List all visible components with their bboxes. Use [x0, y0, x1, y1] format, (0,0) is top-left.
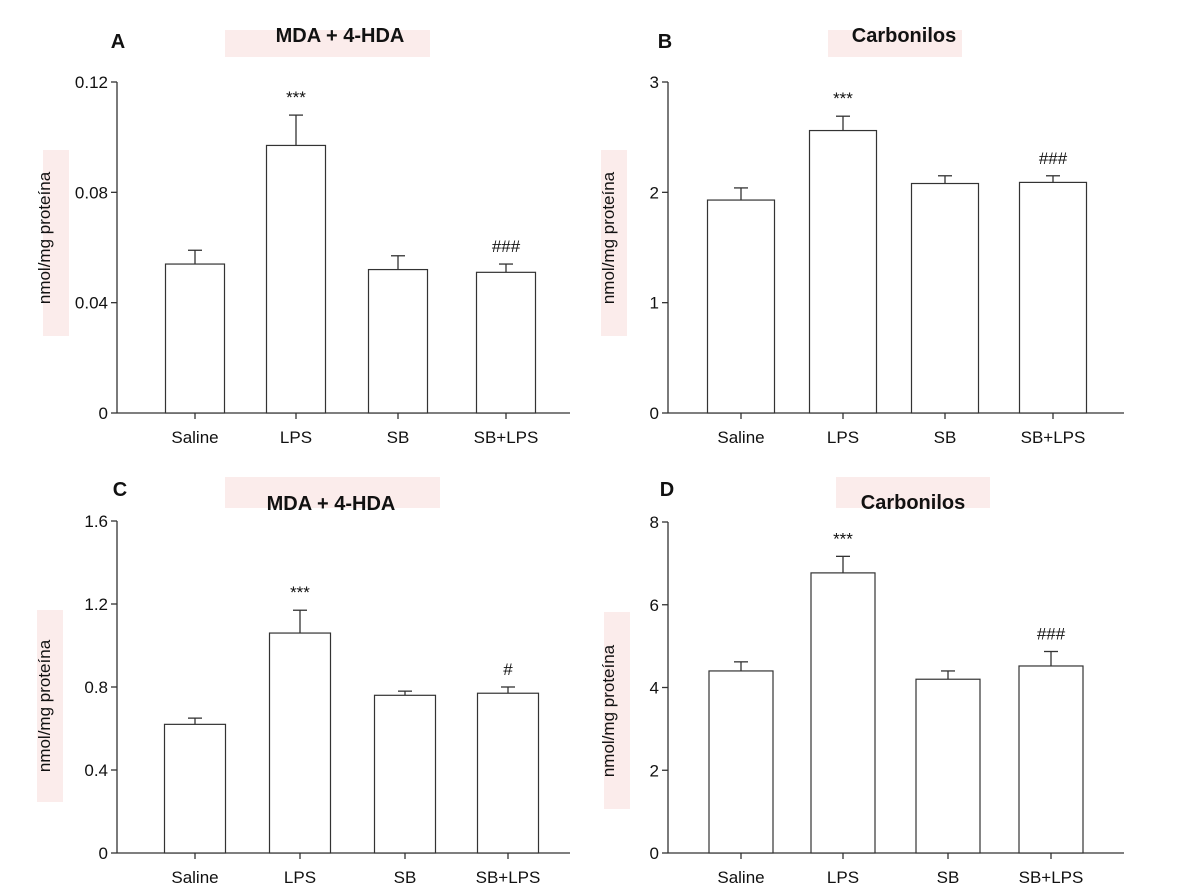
chart-title: Carbonilos	[852, 25, 956, 47]
x-tick-label: Saline	[717, 868, 764, 886]
x-tick-label: SB	[937, 868, 960, 886]
panel-letter: A	[111, 31, 125, 53]
bar-lps	[265, 144, 327, 414]
bar-saline	[708, 670, 774, 854]
x-tick-label: SB	[387, 428, 410, 447]
y-tick-label: 0	[99, 404, 108, 423]
bar-sb	[367, 268, 429, 414]
bar-saline	[164, 263, 226, 414]
y-tick-label: 0.12	[75, 73, 108, 92]
x-tick-label: SB+LPS	[1019, 868, 1084, 886]
y-tick-label: 8	[650, 513, 659, 532]
title-highlight	[225, 477, 440, 508]
x-tick-label: Saline	[171, 868, 218, 886]
y-tick-label: 0	[650, 404, 659, 423]
significance-label: ***	[290, 583, 310, 602]
chart-panel-a: A MDA + 4-HDA nmol/mg proteína 0 0.04 0.08 0.1…	[35, 25, 570, 447]
significance-label: ###	[1039, 149, 1068, 168]
y-tick-label: 0	[99, 844, 108, 863]
bar-lps	[268, 632, 332, 854]
significance-label: ***	[833, 529, 853, 548]
y-tick-label: 4	[650, 679, 659, 698]
y-tick-label: 6	[650, 596, 659, 615]
chart-panel-d: D Carbonilos nmol/mg proteína 0 2 4 6 8 Saline LP…	[599, 477, 1124, 886]
y-axis-label: nmol/mg proteína	[35, 171, 54, 304]
bar-sb-lps	[476, 692, 540, 854]
x-tick-label: LPS	[827, 428, 859, 447]
x-tick-label: SB+LPS	[1021, 428, 1086, 447]
x-tick-label: SB+LPS	[476, 868, 541, 886]
ylabel-highlight	[601, 150, 627, 336]
title-highlight	[836, 477, 990, 508]
y-tick-label: 1.6	[84, 512, 108, 531]
bar-sb-lps	[475, 271, 537, 414]
y-tick-label: 2	[650, 761, 659, 780]
significance-label: ###	[492, 237, 521, 256]
bar-sb-lps	[1018, 181, 1088, 414]
x-tick-label: SB	[394, 868, 417, 886]
chart-title: Carbonilos	[861, 492, 965, 514]
bar-saline	[163, 723, 227, 854]
ylabel-highlight	[37, 610, 63, 802]
x-tick-label: LPS	[827, 868, 859, 886]
y-tick-label: 0.08	[75, 183, 108, 202]
bar-sb	[910, 182, 980, 414]
significance-label: ***	[286, 88, 306, 107]
y-tick-label: 0.4	[84, 761, 108, 780]
y-axis-label: nmol/mg proteína	[35, 639, 54, 772]
significance-label: ***	[833, 89, 853, 108]
bar-sb	[373, 694, 437, 854]
y-axis-label: nmol/mg proteína	[599, 171, 618, 304]
bar-sb	[915, 678, 981, 854]
bar-lps	[808, 129, 878, 414]
y-axis-label: nmol/mg proteína	[599, 644, 618, 777]
y-tick-label: 1	[650, 294, 659, 313]
panel-letter: D	[660, 479, 674, 501]
significance-label: ###	[1037, 625, 1066, 644]
bar-sb-lps	[1018, 665, 1084, 854]
ylabel-highlight	[604, 612, 630, 809]
chart-panel-b: B Carbonilos nmol/mg proteína 0 1 2 3 Saline LPS…	[599, 25, 1124, 447]
chart-title: MDA + 4-HDA	[276, 25, 405, 47]
y-tick-label: 3	[650, 73, 659, 92]
chart-panel-c: C MDA + 4-HDA nmol/mg proteína 0 0.4 0.8 1.2 1.…	[35, 477, 570, 886]
chart-title: MDA + 4-HDA	[267, 493, 396, 515]
y-tick-label: 2	[650, 183, 659, 202]
y-tick-label: 0.8	[84, 678, 108, 697]
x-tick-label: SB	[934, 428, 957, 447]
significance-label: #	[503, 660, 513, 679]
ylabel-highlight	[43, 150, 69, 336]
title-highlight	[828, 30, 962, 57]
bar-lps	[810, 572, 876, 854]
x-tick-label: LPS	[284, 868, 316, 886]
x-tick-label: Saline	[171, 428, 218, 447]
title-highlight	[225, 30, 430, 57]
panel-letter: C	[113, 479, 127, 501]
bar-saline	[706, 199, 776, 414]
x-tick-label: LPS	[280, 428, 312, 447]
panel-letter: B	[658, 31, 672, 53]
x-tick-label: SB+LPS	[474, 428, 539, 447]
x-tick-label: Saline	[717, 428, 764, 447]
y-tick-label: 0	[650, 844, 659, 863]
y-tick-label: 1.2	[84, 595, 108, 614]
y-tick-label: 0.04	[75, 294, 108, 313]
